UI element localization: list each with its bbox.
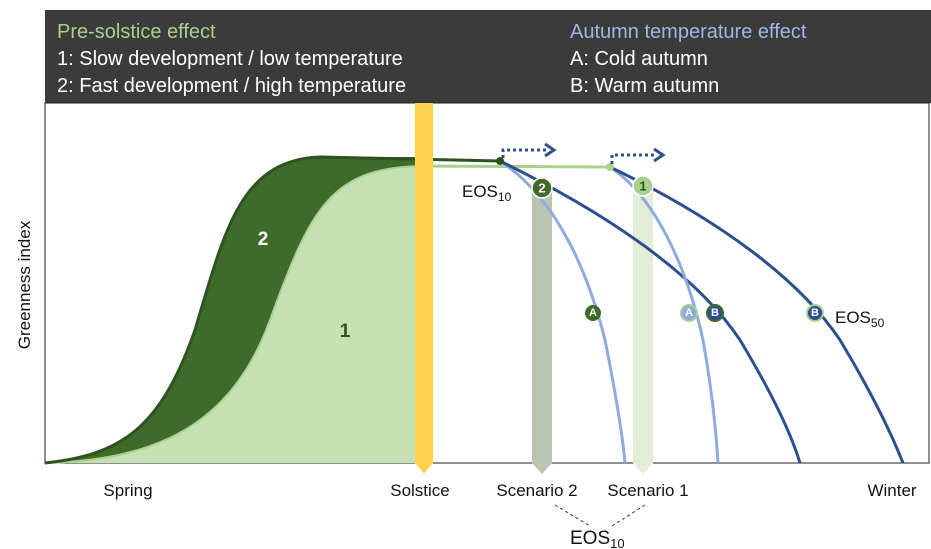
scenario-marker-label: 2 xyxy=(538,181,545,196)
eos10-label: EOS10 xyxy=(462,182,512,204)
solstice-bar xyxy=(415,103,433,474)
bottom-label: EOS10 xyxy=(570,528,625,549)
curve-fast xyxy=(44,155,501,465)
header-box xyxy=(45,10,931,103)
x-label: Spring xyxy=(103,481,152,500)
scenario-1-bar xyxy=(633,190,653,474)
x-label: Scenario 2 xyxy=(496,481,577,500)
scenario-marker xyxy=(531,177,553,199)
cold-curve-2 xyxy=(499,159,627,464)
scenario-2-bar xyxy=(532,190,552,474)
header-line: 1: Slow development / low temperature xyxy=(57,48,403,70)
label-main: EOS xyxy=(570,528,610,549)
label-sub: 10 xyxy=(498,190,512,204)
autumn-marker-label: B xyxy=(711,307,719,319)
area-label: 2 xyxy=(258,229,269,250)
eos-point xyxy=(606,163,614,171)
header-title: Autumn temperature effect xyxy=(570,21,807,43)
scenario-marker xyxy=(632,175,654,197)
shift-arrow xyxy=(501,148,548,158)
header-line: A: Cold autumn xyxy=(570,48,708,70)
autumn-marker-label: A xyxy=(589,307,597,319)
shift-arrow xyxy=(610,153,657,164)
x-label: Scenario 1 xyxy=(607,481,688,500)
autumn-marker xyxy=(585,305,601,321)
cold-curve-1 xyxy=(609,165,720,464)
autumn-marker xyxy=(806,304,824,322)
autumn-marker xyxy=(680,304,698,322)
header-line: 2: Fast development / high temperature xyxy=(57,75,406,97)
connector xyxy=(554,504,591,527)
area-label: 1 xyxy=(340,321,351,342)
eos50-label: EOS50 xyxy=(835,308,885,330)
arrow-head xyxy=(653,147,666,163)
header-title: Pre-solstice effect xyxy=(57,21,216,43)
connector xyxy=(611,504,646,527)
x-label: Winter xyxy=(867,481,916,500)
autumn-marker-label: A xyxy=(685,307,693,319)
x-label: Solstice xyxy=(390,481,450,500)
eos-point xyxy=(496,157,504,165)
warm-curve-1 xyxy=(609,165,905,464)
autumn-marker xyxy=(706,304,724,322)
plateau-slow xyxy=(419,164,611,169)
scenario-marker-label: 1 xyxy=(639,179,646,194)
header-line: B: Warm autumn xyxy=(570,75,719,97)
area-slow xyxy=(45,166,420,463)
autumn-marker-label: B xyxy=(811,307,819,319)
label-sub: 10 xyxy=(610,536,624,549)
curve-slow xyxy=(44,165,421,464)
arrow-head xyxy=(544,142,557,158)
label-main: EOS xyxy=(462,182,498,201)
label-main: EOS xyxy=(835,308,871,327)
label-sub: 50 xyxy=(871,316,885,330)
warm-curve-2 xyxy=(499,159,802,464)
plot-frame xyxy=(44,102,930,464)
y-axis-label: Greenness index xyxy=(15,220,34,349)
